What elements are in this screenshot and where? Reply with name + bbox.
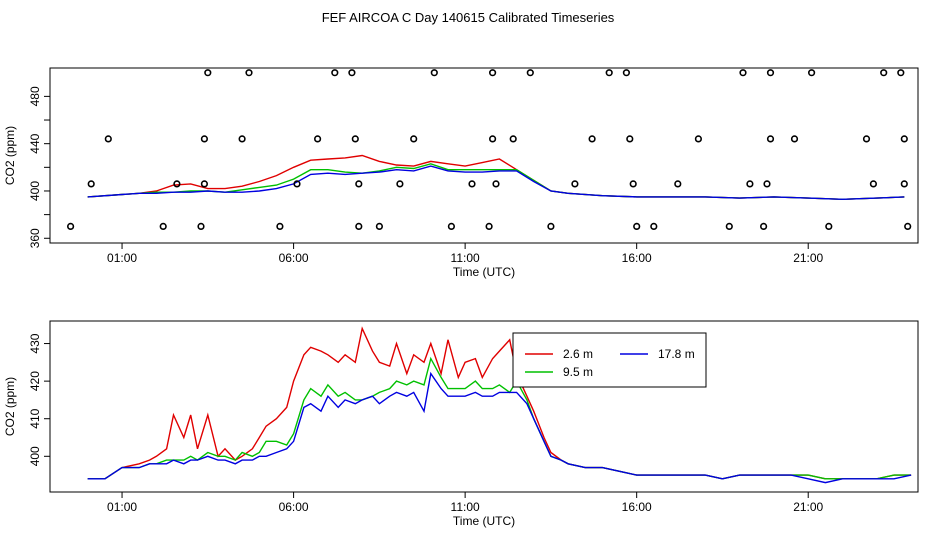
marker-point [694, 135, 703, 143]
marker-point [746, 180, 754, 188]
marker-point [739, 69, 747, 77]
series-line-17-8-m [87, 165, 905, 201]
marker-point [790, 135, 799, 143]
marker-point [200, 135, 208, 143]
marker-point [104, 135, 112, 143]
x-tick-label: 21:00 [793, 251, 823, 265]
series-line-17-8-m [87, 371, 912, 484]
marker-point [348, 69, 356, 77]
marker-point [509, 135, 517, 143]
marker-point [314, 135, 322, 143]
marker-point [605, 69, 613, 77]
y-tick-label: 410 [28, 408, 42, 428]
x-tick-label: 16:00 [622, 251, 652, 265]
marker-point [430, 69, 438, 77]
y-tick-label: 400 [28, 181, 42, 201]
marker-point [238, 135, 246, 143]
marker-point [87, 180, 95, 188]
marker-point [485, 222, 493, 230]
x-axis-label: Time (UTC) [453, 514, 515, 528]
marker-point [489, 69, 497, 77]
marker-point [862, 135, 871, 143]
marker-point [355, 222, 363, 230]
marker-point [900, 180, 908, 188]
series-line-2-6-m [87, 154, 905, 201]
series-line-9-5-m [87, 356, 912, 480]
marker-point [375, 222, 384, 230]
x-tick-label: 06:00 [279, 251, 309, 265]
marker-point [622, 69, 631, 77]
figure-title: FEF AIRCOA C Day 140615 Calibrated Times… [322, 10, 615, 25]
marker-point [588, 135, 596, 143]
top-chart-panel: 01:00 06:00 11:00 16:00 21:00 Time (UTC) 360 40… [3, 67, 919, 279]
marker-point [197, 222, 205, 230]
y-tick-label: 420 [28, 371, 42, 391]
x-tick-label: 21:00 [793, 500, 823, 514]
y-tick-label: 440 [28, 133, 42, 153]
y-tick-label: 360 [28, 228, 42, 248]
marker-point [904, 222, 912, 230]
marker-point [825, 222, 833, 230]
marker-point [173, 180, 181, 188]
plot-frame [49, 320, 919, 493]
x-tick-label: 06:00 [279, 500, 309, 514]
marker-point [355, 180, 363, 188]
marker-point [869, 180, 878, 188]
bottom-chart-panel: 01:00 06:00 11:00 16:00 21:00 Time (UTC) 400 41… [3, 320, 919, 528]
marker-point [200, 180, 208, 188]
marker-point [897, 69, 905, 77]
x-tick-label: 11:00 [451, 500, 480, 514]
legend-box [512, 332, 707, 388]
marker-point [245, 69, 253, 77]
x-tick-label: 16:00 [622, 500, 652, 514]
marker-point [293, 180, 301, 188]
y-tick-label: 400 [28, 446, 42, 466]
marker-point [633, 222, 641, 230]
marker-point [204, 69, 212, 77]
marker-point [807, 69, 816, 77]
series-line-2-6-m [87, 326, 912, 480]
marker-point [766, 69, 775, 77]
marker-point [674, 180, 682, 188]
marker-point [880, 69, 888, 77]
legend-label: 2.6 m [563, 347, 593, 361]
y-tick-label: 430 [28, 333, 42, 353]
y-axis-label: CO2 (ppm) [3, 377, 17, 436]
marker-point [725, 222, 733, 230]
marker-point [766, 135, 775, 143]
plot-frame [49, 67, 919, 244]
marker-point [763, 180, 771, 188]
marker-point [489, 135, 497, 143]
marker-point [331, 69, 339, 77]
marker-point [629, 180, 637, 188]
x-tick-label: 01:00 [107, 251, 137, 265]
marker-point [159, 222, 167, 230]
x-tick-label: 11:00 [451, 251, 480, 265]
marker-point [276, 222, 284, 230]
legend-label: 9.5 m [563, 365, 593, 379]
marker-point [468, 180, 476, 188]
legend: 2.6 m 17.8 m 9.5 m [512, 332, 707, 388]
marker-point [66, 222, 75, 230]
marker-point [900, 135, 908, 143]
y-axis-label: CO2 (ppm) [3, 126, 17, 185]
x-axis-label: Time (UTC) [453, 265, 515, 279]
y-tick-label: 480 [28, 86, 42, 106]
x-tick-label: 01:00 [107, 500, 137, 514]
marker-point [492, 180, 500, 188]
marker-point [526, 69, 534, 77]
marker-point [351, 135, 359, 143]
marker-point [626, 135, 634, 143]
marker-point [571, 180, 579, 188]
legend-label: 17.8 m [658, 347, 695, 361]
marker-point [410, 135, 418, 143]
marker-point [759, 222, 768, 230]
marker-point [396, 180, 404, 188]
marker-point [447, 222, 456, 230]
marker-point [547, 222, 555, 230]
marker-point [650, 222, 658, 230]
